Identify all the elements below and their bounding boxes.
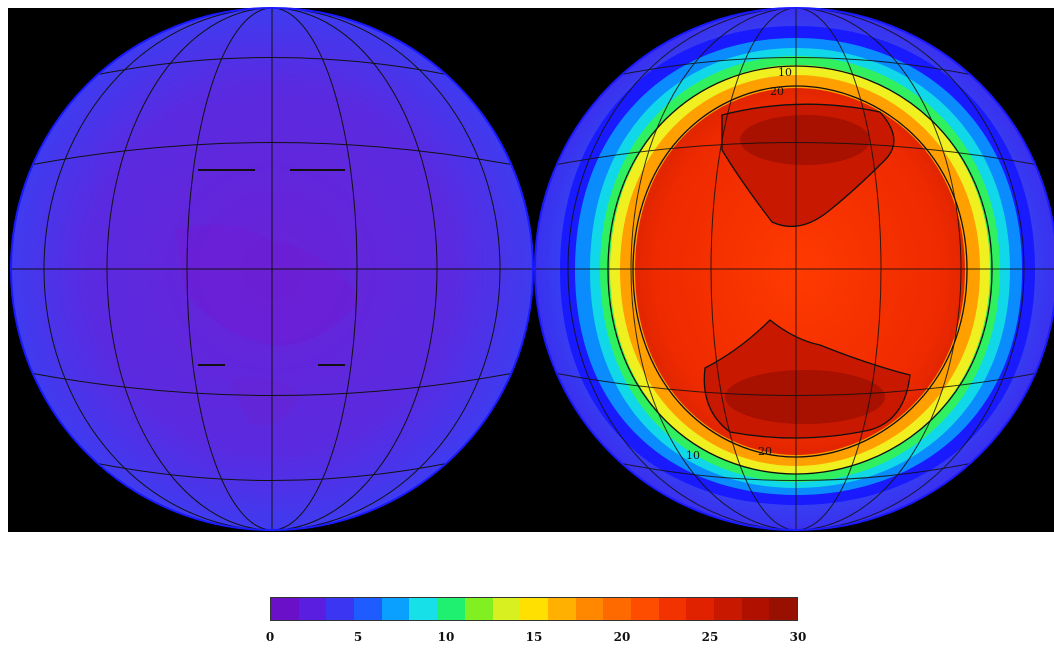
colorbar-segment xyxy=(464,598,493,620)
left-central-patch xyxy=(175,224,360,346)
colorbar-segment xyxy=(271,598,299,620)
colorbar-segment xyxy=(603,598,631,620)
colorbar-segment xyxy=(437,598,465,620)
contour-label-upper-10: 10 xyxy=(778,66,792,79)
left-globe-outline xyxy=(10,7,534,531)
field-upper-core xyxy=(740,115,870,165)
colorbar-tick-label: 5 xyxy=(353,630,363,644)
colorbar xyxy=(270,597,798,621)
left-hemisphere xyxy=(10,7,534,531)
colorbar-segment xyxy=(741,598,770,620)
contour-25-upper xyxy=(721,103,895,228)
colorbar-tick-labels: 0 5 10 15 20 25 30 xyxy=(266,630,807,646)
colorbar-tick-label: 25 xyxy=(701,630,719,644)
right-globe-outline xyxy=(534,7,1054,531)
colorbar-segment xyxy=(769,598,798,620)
colorbar-tick-label: 20 xyxy=(613,630,631,644)
colorbar-segment xyxy=(714,598,742,620)
contour-label-upper-20: 20 xyxy=(770,85,784,98)
colorbar-segment xyxy=(658,598,687,620)
colorbar-segment xyxy=(492,598,521,620)
colorbar-segment xyxy=(326,598,355,620)
right-hemisphere: 10 20 10 20 xyxy=(534,7,1054,531)
colorbar-segment xyxy=(520,598,548,620)
colorbar-tick-label: 10 xyxy=(437,630,455,644)
colorbar-tick-label: 0 xyxy=(265,630,275,644)
colorbar-segment xyxy=(381,598,410,620)
hemisphere-map: 10 20 10 20 xyxy=(8,7,1054,532)
colorbar-segment xyxy=(686,598,714,620)
field-lower-core xyxy=(725,370,885,424)
colorbar-segment xyxy=(575,598,604,620)
left-lower-patch xyxy=(230,377,300,426)
colorbar-segment xyxy=(409,598,438,620)
colorbar-segment xyxy=(298,598,327,620)
colorbar-tick-label: 30 xyxy=(789,630,807,644)
contour-label-lower-10: 10 xyxy=(686,449,700,462)
colorbar-segment xyxy=(547,598,576,620)
contour-label-lower-20: 20 xyxy=(758,445,772,458)
colorbar-tick-label: 15 xyxy=(525,630,543,644)
colorbar-segment xyxy=(354,598,382,620)
colorbar-segment xyxy=(630,598,659,620)
